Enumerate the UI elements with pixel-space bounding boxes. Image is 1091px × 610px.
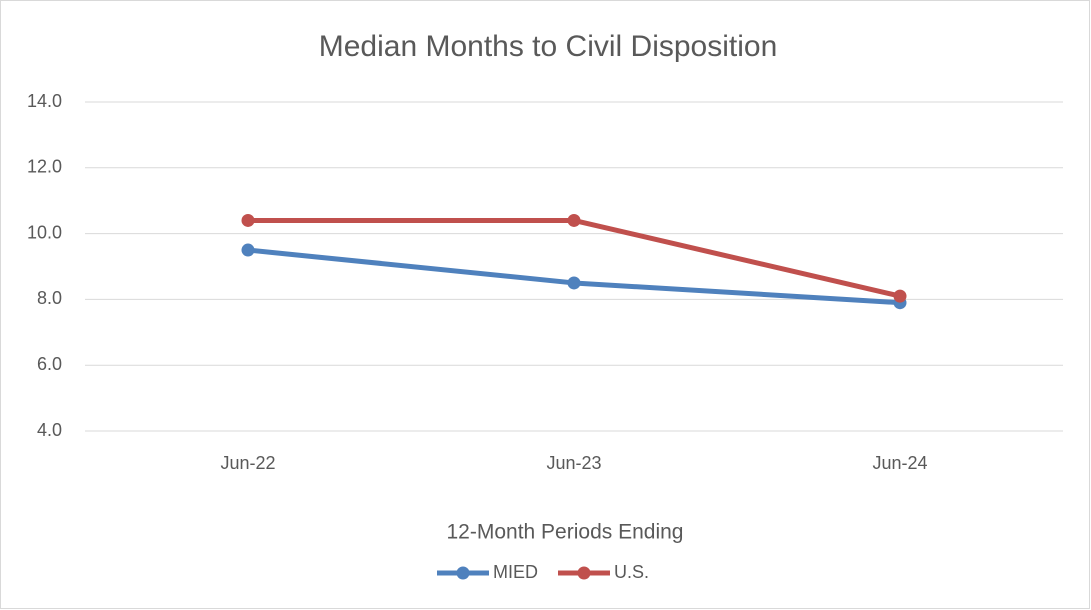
y-tick-label: 6.0	[37, 354, 62, 374]
data-point	[567, 213, 581, 227]
data-point	[241, 213, 255, 227]
y-tick-label: 4.0	[37, 420, 62, 440]
data-point	[893, 289, 907, 303]
legend-label: MIED	[493, 562, 538, 582]
legend-marker	[577, 566, 591, 580]
x-tick-label: Jun-22	[220, 453, 275, 473]
data-point	[241, 243, 255, 257]
chart-title: Median Months to Civil Disposition	[319, 30, 778, 63]
data-point	[567, 276, 581, 290]
legend-marker	[456, 566, 470, 580]
y-tick-label: 8.0	[37, 288, 62, 308]
x-axis-label: 12-Month Periods Ending	[447, 521, 684, 544]
y-tick-label: 14.0	[27, 91, 62, 111]
x-tick-label: Jun-23	[546, 453, 601, 473]
y-tick-label: 12.0	[27, 157, 62, 177]
x-tick-label: Jun-24	[872, 453, 927, 473]
legend-label: U.S.	[614, 562, 649, 582]
y-tick-label: 10.0	[27, 222, 62, 242]
